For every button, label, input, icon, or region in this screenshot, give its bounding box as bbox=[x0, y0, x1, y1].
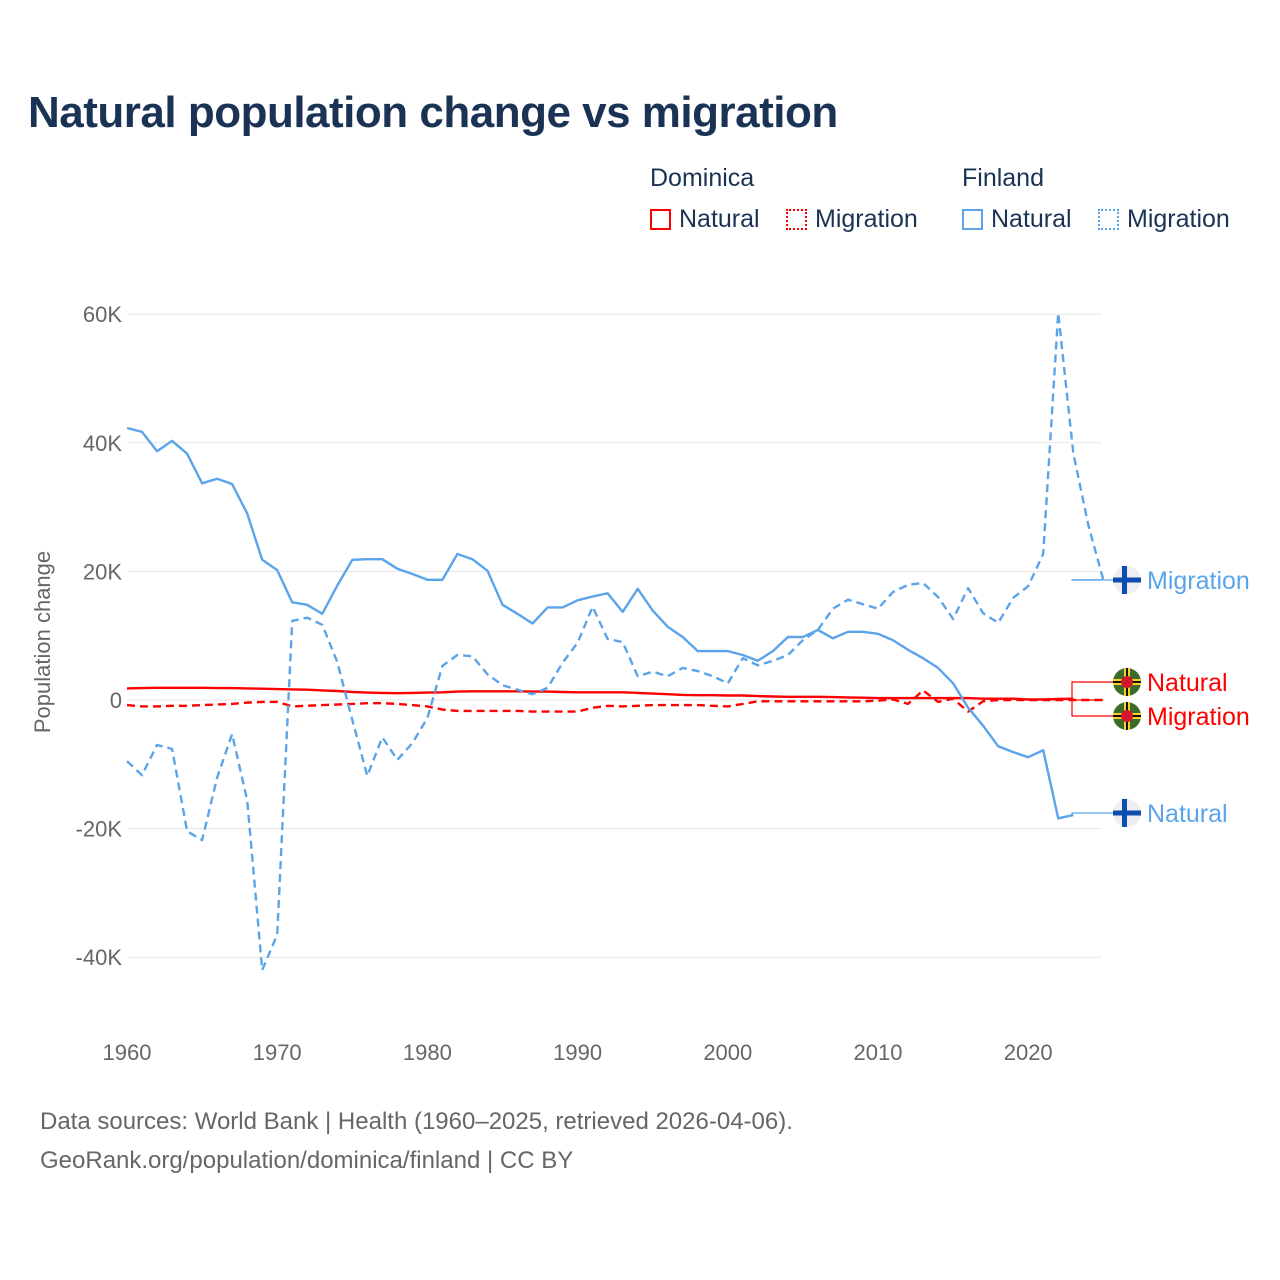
y-tick-label: 20K bbox=[83, 559, 122, 584]
series-end-label: Migration bbox=[1147, 703, 1250, 731]
dominica-flag-icon bbox=[1113, 702, 1141, 730]
finland-flag-icon bbox=[1113, 566, 1141, 594]
legend-swatch-dotted bbox=[786, 209, 807, 230]
legend-group-finland: Finland bbox=[962, 164, 1044, 192]
y-tick-label: 0 bbox=[110, 688, 122, 713]
series-end-label: Migration bbox=[1147, 567, 1250, 595]
legend-swatch-dotted bbox=[1098, 209, 1119, 230]
legend-label: Natural bbox=[991, 205, 1072, 233]
footer-sources: Data sources: World Bank | Health (1960–… bbox=[40, 1108, 793, 1135]
y-tick-label: -20K bbox=[76, 817, 123, 842]
legend-label: Migration bbox=[815, 205, 918, 233]
series-line-dominica-migration[interactable] bbox=[126, 689, 1104, 713]
finland-flag-icon bbox=[1113, 799, 1141, 827]
legend-finland-migration[interactable]: Migration bbox=[1098, 205, 1230, 234]
x-tick-label: 1990 bbox=[553, 1040, 602, 1065]
label-connector bbox=[1071, 812, 1113, 816]
x-tick-label: 1970 bbox=[253, 1040, 302, 1065]
y-tick-label: -40K bbox=[76, 945, 123, 970]
legend-group-dominica: Dominica bbox=[650, 164, 755, 192]
y-tick-label: 60K bbox=[83, 302, 122, 327]
series-line-finland-migration[interactable] bbox=[126, 311, 1105, 972]
y-tick-label: 40K bbox=[83, 431, 122, 456]
dominica-flag-icon bbox=[1113, 668, 1141, 696]
legend-swatch-solid bbox=[650, 209, 671, 230]
y-axis-label: Population change bbox=[30, 551, 55, 733]
series-line-finland-natural[interactable] bbox=[126, 426, 1074, 820]
legend-dominica-natural[interactable]: Natural bbox=[650, 205, 760, 234]
footer-attribution[interactable]: GeoRank.org/population/dominica/finland … bbox=[40, 1147, 574, 1174]
x-tick-label: 1980 bbox=[403, 1040, 452, 1065]
legend-label: Natural bbox=[679, 205, 760, 233]
legend-dominica-migration[interactable]: Migration bbox=[786, 205, 918, 234]
series-end-label: Natural bbox=[1147, 669, 1228, 697]
chart-title: Natural population change vs migration bbox=[28, 88, 838, 137]
label-connector bbox=[1071, 681, 1113, 700]
legend-finland-natural[interactable]: Natural bbox=[962, 205, 1072, 234]
x-tick-label: 1960 bbox=[103, 1040, 152, 1065]
legend-label: Migration bbox=[1127, 205, 1230, 233]
x-tick-label: 2020 bbox=[1004, 1040, 1053, 1065]
series-end-label: Natural bbox=[1147, 800, 1228, 828]
x-tick-label: 2010 bbox=[854, 1040, 903, 1065]
legend-swatch-solid bbox=[962, 209, 983, 230]
series-line-dominica-natural[interactable] bbox=[126, 686, 1074, 701]
x-tick-label: 2000 bbox=[703, 1040, 752, 1065]
label-connector bbox=[1071, 699, 1113, 717]
